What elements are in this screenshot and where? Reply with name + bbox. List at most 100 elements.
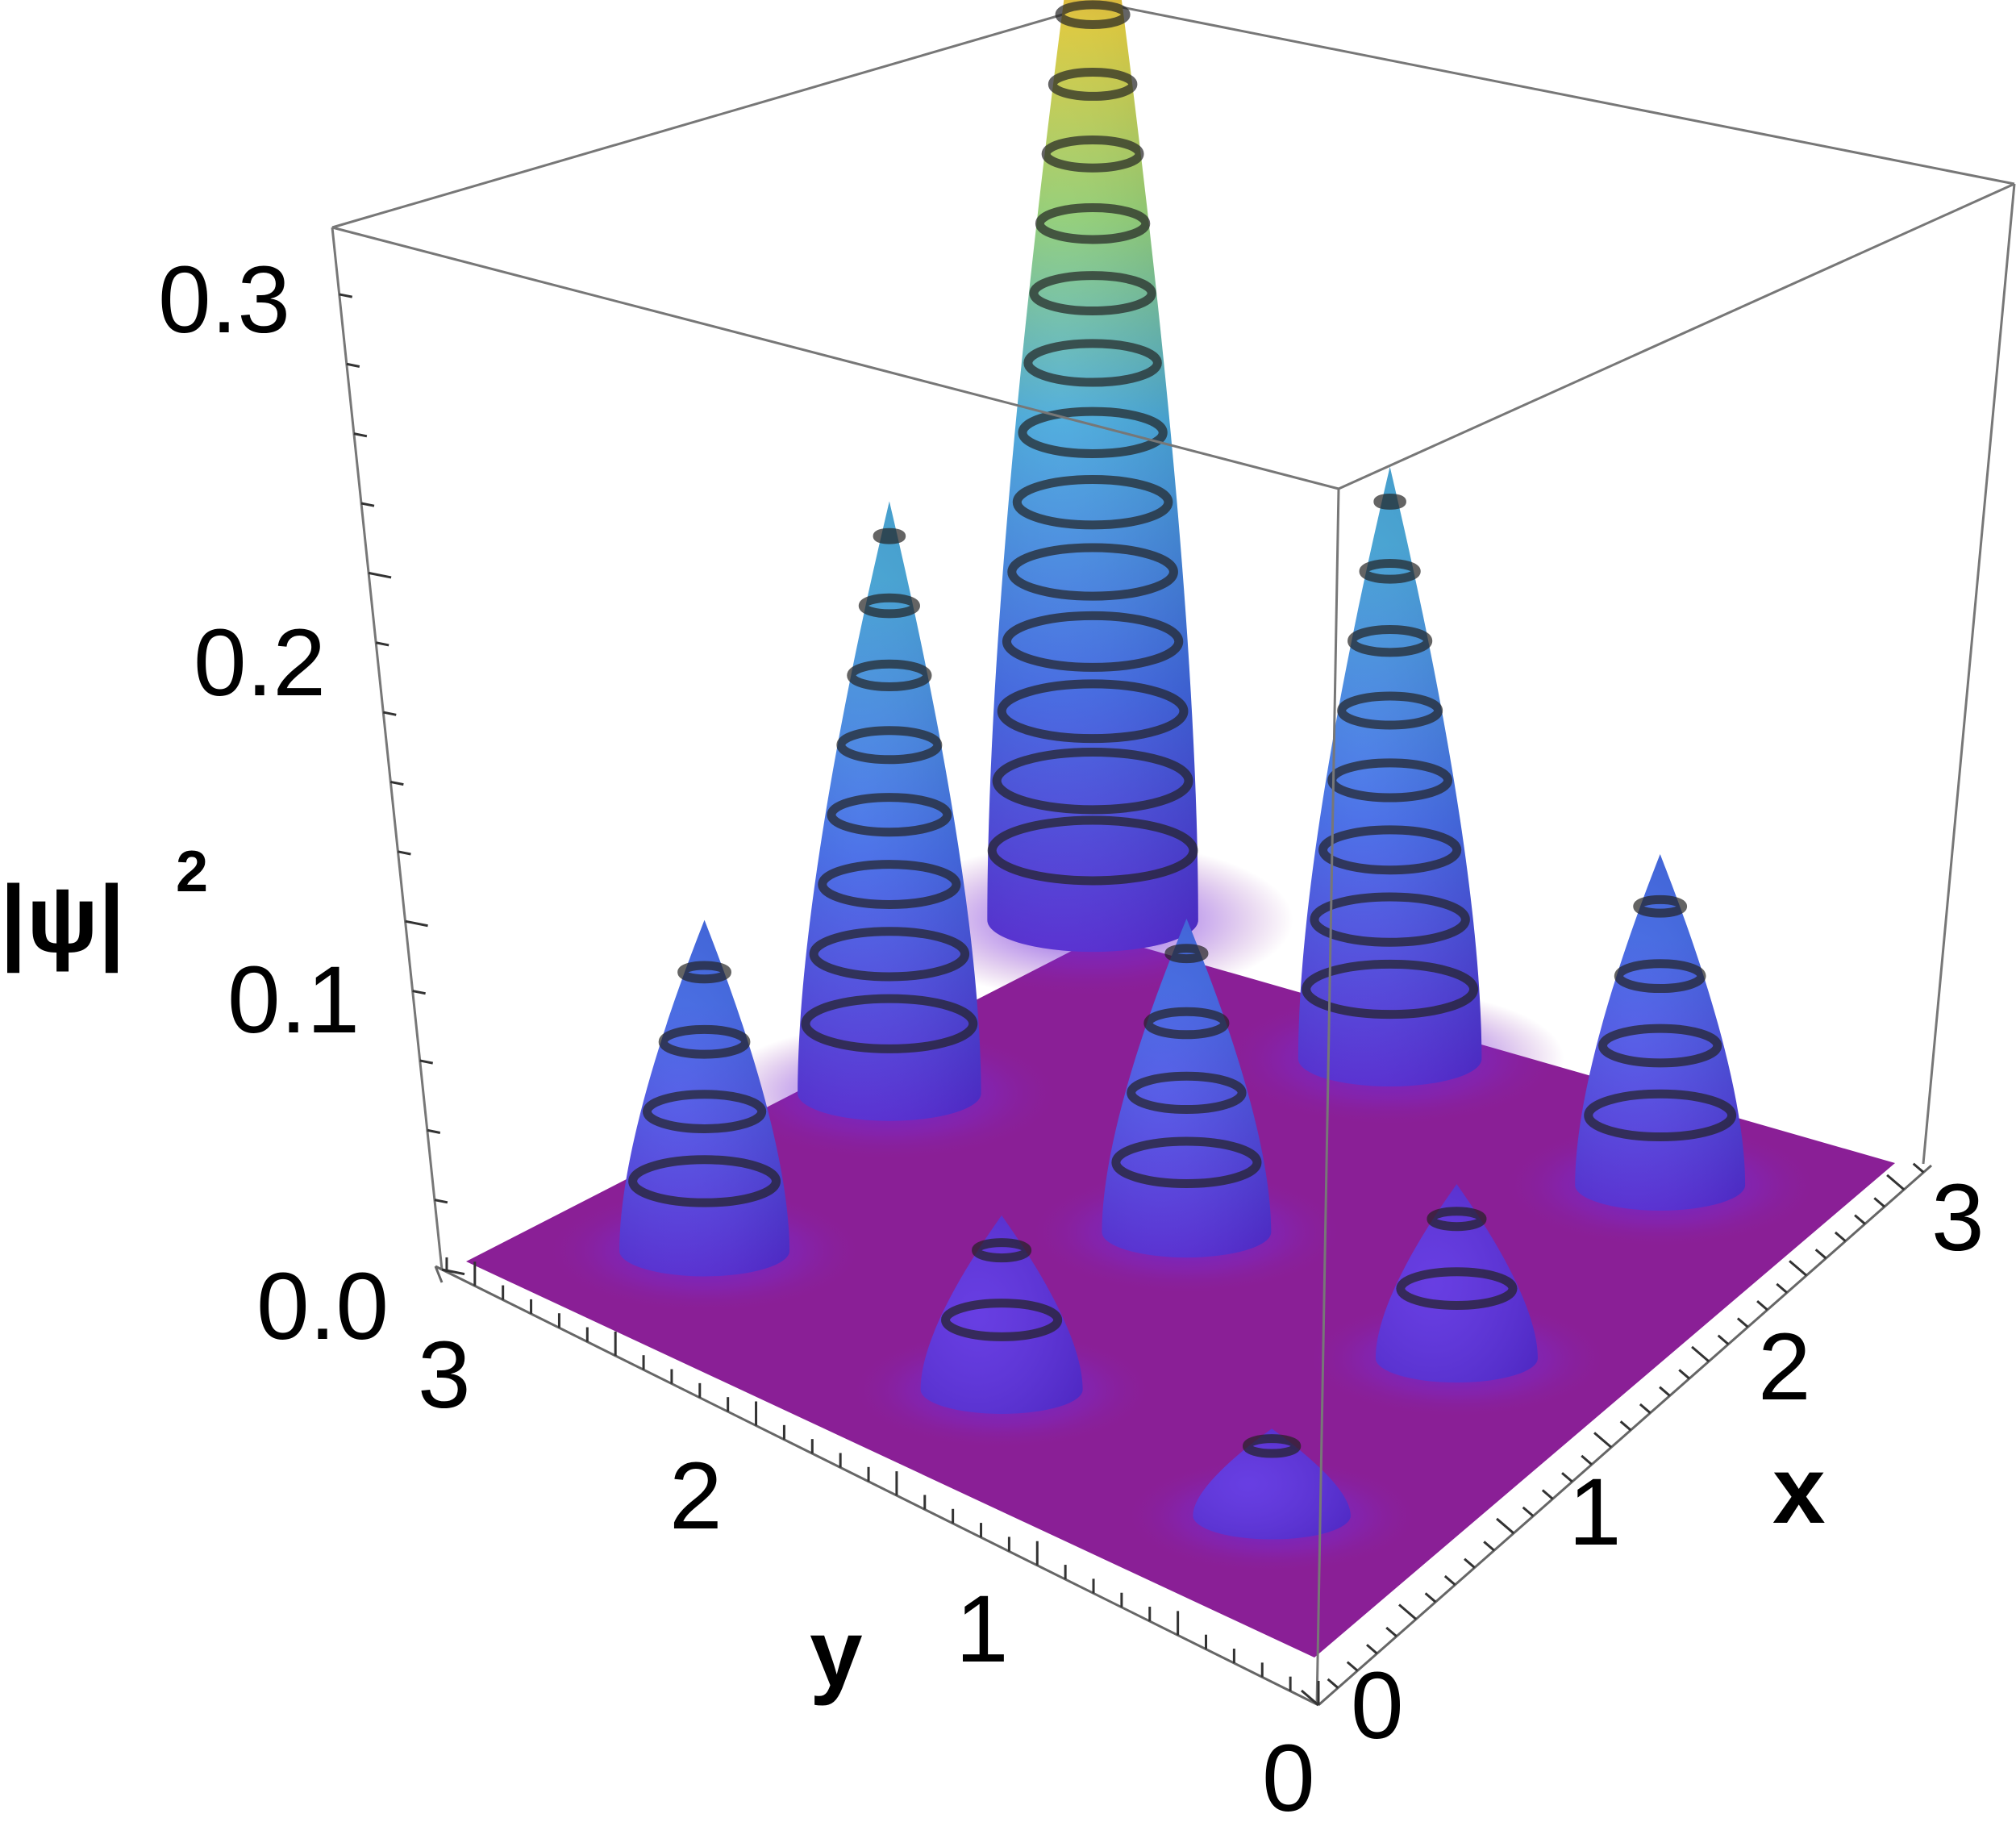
- surface-peak: [848, 1215, 1156, 1451]
- contour-ring: [1242, 1434, 1302, 1458]
- contour-ring: [1598, 1024, 1722, 1068]
- tick-mark: [1776, 1282, 1788, 1294]
- contour-ring: [642, 1090, 767, 1133]
- contour-ring: [1018, 407, 1168, 458]
- tick-mark: [1496, 1517, 1515, 1535]
- tick-mark: [1483, 1541, 1495, 1552]
- peak-shading: [798, 501, 981, 1121]
- y-axis-ticks: [445, 1257, 1320, 1705]
- x-tick-label: 0: [1351, 1653, 1404, 1759]
- contour-ring: [1023, 339, 1162, 387]
- contour-ring: [827, 793, 952, 837]
- contour-ring: [628, 1155, 781, 1207]
- tick-mark: [1443, 1574, 1456, 1586]
- y-tick-label: 3: [418, 1322, 471, 1428]
- contour-ring: [658, 1024, 751, 1059]
- surface-peak: [543, 919, 866, 1315]
- contour-ring: [801, 994, 978, 1053]
- contour-ring: [1302, 959, 1479, 1019]
- contour-ring: [1002, 611, 1184, 672]
- x-tick-label: 3: [1931, 1165, 1985, 1271]
- contour-ring: [1048, 68, 1138, 101]
- peak-shading: [1193, 1428, 1351, 1540]
- y-tick-label: 0: [1262, 1725, 1315, 1832]
- contour-ring: [1055, 0, 1131, 29]
- tick-mark: [1873, 1197, 1885, 1208]
- tick-mark: [1581, 1454, 1593, 1466]
- contour-ring: [836, 726, 943, 765]
- tick-mark: [1678, 1369, 1690, 1380]
- z-tick-label: 0.3: [158, 247, 290, 353]
- tick-mark: [1886, 1174, 1906, 1190]
- contour-ring: [1029, 271, 1156, 316]
- tick-mark: [1464, 1557, 1476, 1569]
- contour-ring: [1584, 1089, 1737, 1142]
- contour-ring: [997, 679, 1189, 744]
- tick-mark: [1912, 1162, 1925, 1174]
- contour-ring: [847, 659, 932, 692]
- x-tick-label: 2: [1758, 1314, 1811, 1420]
- tick-mark: [339, 293, 353, 298]
- tick-mark: [353, 432, 368, 438]
- contour-ring: [1373, 494, 1406, 510]
- surface-peak: [1302, 1184, 1611, 1420]
- peak-shading: [1375, 1184, 1538, 1383]
- z-axis-label-exponent: 2: [176, 840, 208, 904]
- contour-ring: [677, 961, 731, 984]
- surface-peak: [1026, 918, 1347, 1296]
- peak-shading: [920, 1215, 1083, 1414]
- tick-mark: [1385, 1626, 1397, 1637]
- x-tick-label: 1: [1568, 1459, 1622, 1566]
- contour-ring: [1318, 825, 1462, 875]
- contour-ring: [1035, 203, 1151, 244]
- tick-mark: [398, 850, 411, 856]
- contour-ring: [1337, 691, 1443, 730]
- axis-lines: [434, 1164, 1932, 1707]
- tick-mark: [1424, 1592, 1437, 1603]
- tick-mark: [1834, 1231, 1847, 1242]
- tick-mark: [1736, 1317, 1749, 1328]
- tick-mark: [1561, 1472, 1573, 1483]
- z-tick-label: 0.0: [256, 1253, 389, 1360]
- x-axis-label: x: [1772, 1437, 1826, 1544]
- contour-ring: [1427, 1207, 1487, 1232]
- tick-mark: [1522, 1506, 1535, 1517]
- tick-mark: [1301, 1689, 1319, 1707]
- tick-mark: [405, 919, 428, 928]
- tick-mark: [346, 362, 360, 368]
- y-tick-label: 1: [956, 1576, 1009, 1682]
- tick-mark: [434, 1199, 448, 1204]
- tick-mark: [1659, 1386, 1671, 1397]
- contour-ring: [1347, 625, 1433, 657]
- contour-ring: [873, 527, 906, 544]
- contour-ring: [992, 747, 1193, 815]
- peaks-layer: [543, 0, 1822, 1575]
- contour-ring: [941, 1299, 1063, 1341]
- tick-mark: [1639, 1403, 1652, 1414]
- tick-mark: [1789, 1260, 1808, 1277]
- bounding-box-front: [331, 182, 2016, 1706]
- z-axis-ticks: [339, 293, 465, 1276]
- tick-mark: [1346, 1661, 1359, 1672]
- surface-peak: [714, 501, 1064, 1162]
- contour-ring: [1007, 543, 1178, 601]
- contour-ring: [1396, 1267, 1518, 1310]
- tick-mark: [368, 571, 392, 579]
- contour-ring: [1359, 559, 1421, 584]
- contour-ring: [1633, 894, 1688, 918]
- contour-ring: [1012, 475, 1173, 530]
- y-axis-label: y: [810, 1600, 863, 1707]
- contour-ring: [1614, 959, 1706, 994]
- contour-ring: [818, 860, 961, 909]
- tick-mark: [1619, 1420, 1632, 1432]
- contour-ring: [1143, 1007, 1230, 1040]
- y-tick-label: 2: [669, 1443, 723, 1549]
- tick-mark: [1854, 1214, 1866, 1225]
- z-tick-label: 0.2: [194, 610, 326, 716]
- contour-ring: [1041, 135, 1144, 173]
- tick-mark: [427, 1128, 441, 1134]
- z-tick-label: 0.1: [227, 947, 360, 1053]
- x-axis-ticks: [1301, 1162, 1925, 1707]
- contour-ring: [972, 1238, 1032, 1263]
